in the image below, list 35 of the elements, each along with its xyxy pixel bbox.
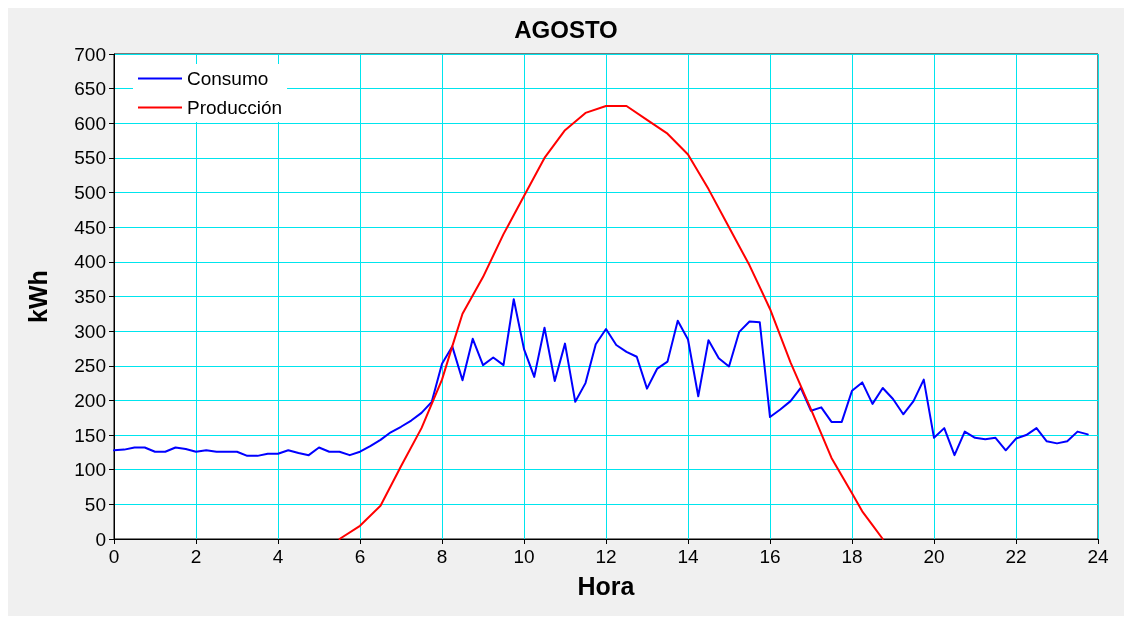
x-tick-label: 4 xyxy=(272,546,284,567)
y-axis-title: kWh xyxy=(23,270,52,323)
x-tick-label: 24 xyxy=(1087,546,1109,567)
x-tick-label: 10 xyxy=(513,546,535,567)
legend-label: Consumo xyxy=(187,68,269,89)
y-tick-label: 400 xyxy=(74,251,106,273)
y-tick-label: 350 xyxy=(74,286,106,307)
x-tick-label: 22 xyxy=(1005,546,1027,567)
y-tick-label: 50 xyxy=(84,493,106,515)
x-tick-label: 0 xyxy=(108,546,120,567)
y-tick-label: 100 xyxy=(74,459,106,481)
y-tick-label: 500 xyxy=(74,182,106,204)
x-tick-label: 8 xyxy=(436,546,448,567)
legend-label: Producción xyxy=(187,97,283,118)
x-tick-label: 18 xyxy=(841,546,863,567)
line-series xyxy=(338,104,884,540)
x-tick-label: 14 xyxy=(677,546,699,567)
y-tick-label: 250 xyxy=(74,355,106,377)
y-tick-label: 200 xyxy=(74,389,106,411)
x-tick-label: 6 xyxy=(354,546,366,567)
x-tick-label: 2 xyxy=(190,546,202,567)
y-tick-label: 550 xyxy=(74,147,106,169)
x-tick-label: 16 xyxy=(759,546,781,567)
y-tick-label: 150 xyxy=(74,424,106,446)
chart-title: AGOSTO xyxy=(514,15,618,43)
x-axis-title: Hora xyxy=(577,571,636,600)
y-tick-label: 700 xyxy=(74,43,106,65)
y-tick-label: 300 xyxy=(74,320,106,342)
x-tick-label: 12 xyxy=(595,546,617,567)
y-tick-label: 0 xyxy=(95,528,106,550)
y-tick-label: 650 xyxy=(74,78,106,100)
line-series xyxy=(113,298,1089,457)
x-tick-label: 20 xyxy=(923,546,945,567)
y-tick-label: 600 xyxy=(74,112,106,134)
y-tick-label: 450 xyxy=(74,216,106,238)
